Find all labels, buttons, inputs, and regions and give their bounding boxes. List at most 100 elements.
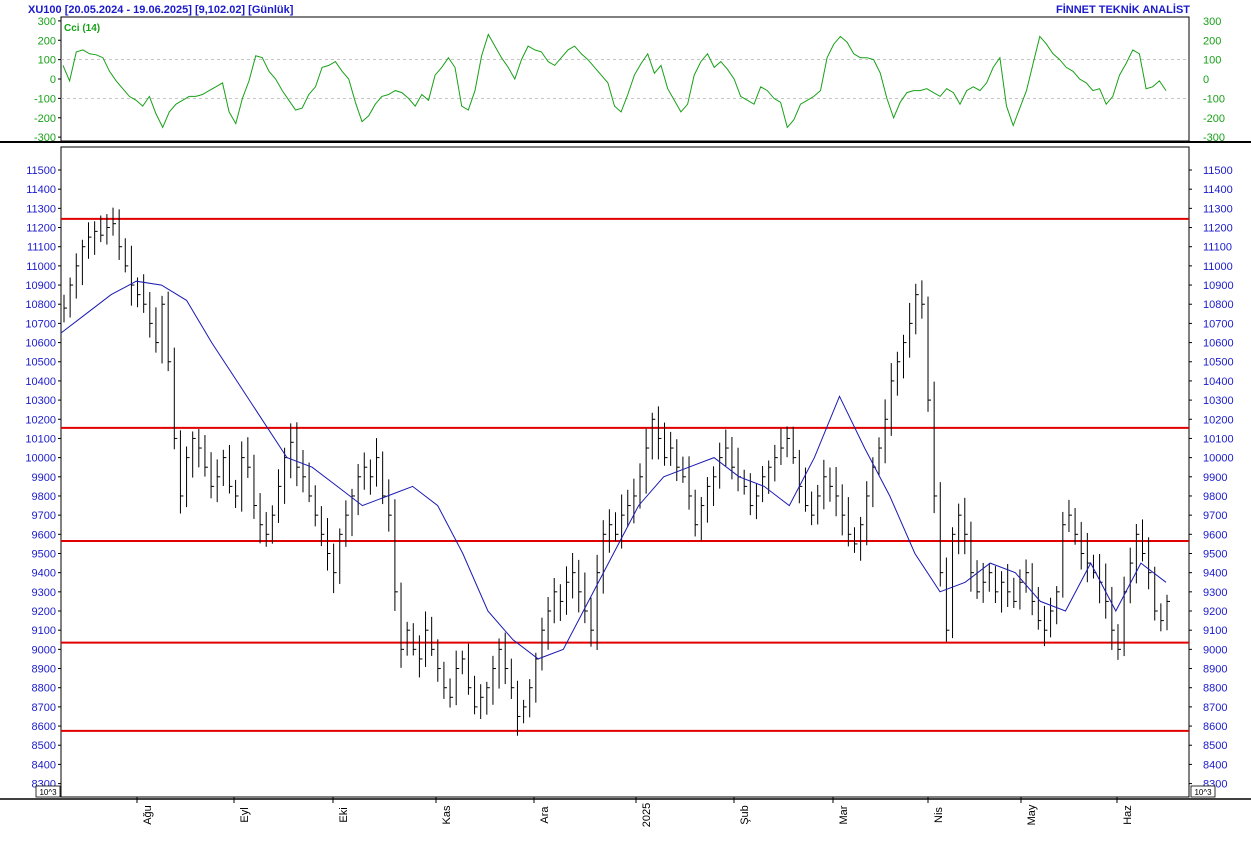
price-ytick-label: 8600 [32, 721, 56, 733]
price-ytick-label: 10200 [1203, 414, 1234, 426]
price-ytick-label: 10500 [1203, 357, 1234, 369]
x-tick-label: Haz [1122, 805, 1134, 825]
price-ytick-label: 8600 [1203, 721, 1227, 733]
price-ytick-label: 8900 [32, 664, 56, 676]
scale-label-right: 10^3 [1194, 788, 1212, 797]
cci-gridlines [61, 59, 1189, 99]
price-ytick-label: 9800 [1203, 491, 1227, 503]
price-ytick-label: 8400 [1203, 759, 1227, 771]
price-ytick-label: 8900 [1203, 664, 1227, 676]
cci-series-line [62, 33, 1167, 129]
price-ytick-label: 11400 [1203, 184, 1233, 196]
cci-ytick-label: -200 [34, 113, 56, 125]
price-ytick-label: 9400 [1203, 568, 1227, 580]
price-ytick-label: 11500 [26, 165, 56, 177]
price-ytick-label: 9900 [32, 472, 56, 484]
support-resistance-lines [61, 217, 1189, 732]
moving-average-line [60, 280, 1167, 660]
x-tick-label: May [1026, 804, 1038, 825]
price-ytick-label: 9900 [1203, 472, 1227, 484]
price-ytick-label: 8400 [32, 759, 56, 771]
cci-ytick-label: -100 [34, 93, 56, 105]
x-tick-label: Nis [933, 807, 945, 823]
chart-title: XU100 [20.05.2024 - 19.06.2025] [9,102.0… [28, 4, 294, 16]
cci-ytick-label: -200 [1203, 113, 1225, 125]
price-ytick-label: 10100 [25, 433, 56, 445]
cci-ytick-label: -100 [1203, 93, 1225, 105]
x-tick-label: Kas [441, 805, 453, 824]
price-ytick-label: 10800 [25, 299, 56, 311]
price-ytick-label: 8500 [32, 740, 56, 752]
scale-label-left: 10^3 [39, 788, 57, 797]
cci-legend: Cci (14) [64, 23, 100, 34]
price-ytick-label: 9800 [32, 491, 56, 503]
x-tick-label: Ara [539, 806, 551, 824]
price-ytick-label: 11200 [26, 223, 56, 235]
cci-ytick-label: 300 [1203, 16, 1221, 28]
cci-plot-frame [60, 16, 1190, 142]
price-ytick-label: 11100 [27, 242, 56, 254]
price-ytick-label: 9700 [1203, 510, 1227, 522]
price-ytick-label: 9000 [1203, 644, 1227, 656]
price-ytick-label: 9200 [32, 606, 56, 618]
x-tick-label: 2025 [641, 803, 653, 827]
price-ytick-label: 10900 [1203, 280, 1234, 292]
price-ytick-label: 10400 [25, 376, 56, 388]
price-ytick-label: 9100 [1203, 625, 1227, 637]
price-ytick-label: 8800 [32, 683, 56, 695]
price-bars [63, 207, 1170, 736]
x-tick-label: Ağu [142, 805, 154, 825]
price-ytick-label: 11300 [26, 203, 56, 215]
price-ytick-label: 11000 [1203, 261, 1233, 273]
price-ytick-label: 11100 [1203, 242, 1232, 254]
scale-box-right [1190, 785, 1216, 798]
price-ytick-label: 11200 [1203, 223, 1233, 235]
price-ytick-label: 9300 [32, 587, 56, 599]
price-ytick-label: 10500 [25, 357, 56, 369]
price-ytick-label: 9600 [1203, 529, 1227, 541]
price-ytick-label: 9300 [1203, 587, 1227, 599]
price-ytick-label: 10800 [1203, 299, 1234, 311]
price-ytick-label: 9200 [1203, 606, 1227, 618]
price-ytick-label: 10200 [25, 414, 56, 426]
price-ytick-labels-left: 11500 11400 11300 11200 11100 11000 10900 10800… [25, 165, 61, 791]
brand-label: FİNNET TEKNİK ANALİST [1056, 3, 1190, 16]
price-ytick-label: 10000 [25, 453, 56, 465]
price-ytick-label: 10300 [1203, 395, 1234, 407]
x-tick-label: Mar [838, 805, 850, 824]
price-ytick-label: 8800 [1203, 683, 1227, 695]
cci-ytick-label: 100 [38, 55, 56, 67]
cci-ytick-label: 200 [1203, 35, 1221, 47]
price-ytick-label: 9600 [32, 529, 56, 541]
price-plot-frame [60, 146, 1190, 798]
price-ytick-label: 11000 [26, 261, 56, 273]
cci-ytick-label: 300 [38, 16, 56, 28]
price-ytick-label: 10700 [25, 318, 56, 330]
x-tick-label: Eki [338, 807, 350, 822]
price-ytick-label: 11400 [26, 184, 56, 196]
price-ytick-label: 9700 [32, 510, 56, 522]
scale-box-left [35, 785, 61, 798]
price-ytick-label: 8700 [1203, 702, 1227, 714]
price-ytick-label: 10600 [25, 338, 56, 350]
price-ytick-label: 10700 [1203, 318, 1234, 330]
price-ytick-label: 11500 [1203, 165, 1233, 177]
x-tick-label: Şub [739, 805, 751, 825]
price-ytick-label: 10300 [25, 395, 56, 407]
x-axis: Ağu Eyl Eki Kas Ara 2025 Şub Mar Nis May Haz [0, 797, 1251, 827]
price-ytick-label: 10000 [1203, 453, 1234, 465]
price-ytick-label: 9500 [1203, 548, 1227, 560]
price-ytick-label: 11300 [1203, 203, 1233, 215]
cci-ytick-label: 0 [1203, 74, 1209, 86]
price-ytick-label: 9000 [32, 644, 56, 656]
price-ytick-labels-right: 11500 11400 11300 11200 11100 11000 10900 10800… [1189, 165, 1234, 791]
price-ytick-label: 9500 [32, 548, 56, 560]
price-panel: 11500 11400 11300 11200 11100 11000 10900 10800… [25, 146, 1234, 798]
cci-ytick-label: 100 [1203, 55, 1221, 67]
price-ytick-label: 10400 [1203, 376, 1234, 388]
price-ytick-label: 9100 [32, 625, 56, 637]
